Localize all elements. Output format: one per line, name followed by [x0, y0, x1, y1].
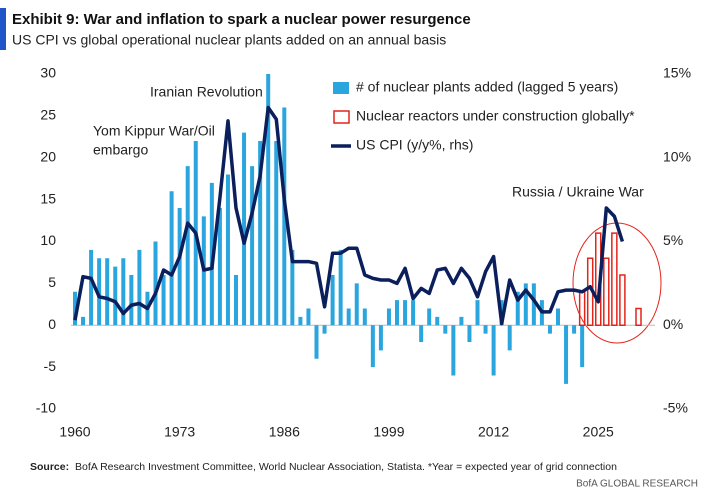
bar [443, 325, 448, 334]
bar [274, 141, 279, 326]
bar [169, 191, 174, 326]
bar [523, 283, 528, 326]
bar [515, 291, 520, 326]
annotation: Yom Kippur War/Oil [93, 123, 215, 139]
bar [564, 325, 569, 384]
bar [619, 274, 626, 326]
bar [427, 308, 432, 326]
bar [81, 316, 86, 326]
bar [282, 107, 287, 326]
bar [580, 325, 585, 368]
bar [234, 275, 238, 326]
chart-title: Exhibit 9: War and inflation to spark a … [12, 11, 471, 28]
y-tick-label: -5 [44, 358, 57, 374]
y-tick-label: 15 [40, 190, 56, 206]
bar [322, 325, 327, 334]
bar [467, 325, 472, 342]
legend-label: US CPI (y/y%, rhs) [356, 137, 473, 153]
y2-tick-label: 0% [663, 316, 683, 332]
bar [177, 208, 182, 326]
annotation: embargo [93, 142, 148, 158]
bar [290, 249, 295, 326]
y-tick-label: 10 [40, 232, 56, 248]
bar [225, 174, 230, 326]
bar [153, 241, 158, 326]
bar [298, 316, 303, 326]
annotation: Russia / Ukraine War [512, 184, 644, 200]
x-tick-label: 2012 [478, 424, 509, 440]
x-tick-label: 1960 [59, 424, 90, 440]
y2-tick-label: 5% [663, 232, 683, 248]
y2-tick-label: 10% [663, 148, 691, 164]
bar [403, 300, 408, 326]
bar [572, 325, 577, 334]
bar [411, 300, 416, 326]
title-bar [0, 8, 6, 50]
y2-tick-label: 15% [663, 65, 691, 81]
bar [330, 275, 335, 326]
bar [491, 325, 496, 376]
bar [395, 300, 399, 326]
y-tick-label: 5 [48, 274, 56, 290]
bar [242, 132, 247, 326]
legend-swatch [333, 82, 349, 94]
bar [603, 257, 610, 326]
bar [378, 325, 383, 351]
bar [137, 249, 142, 326]
bar [475, 300, 480, 326]
x-tick-label: 1986 [269, 424, 300, 440]
bar [346, 308, 351, 326]
bar [354, 283, 359, 326]
bar [370, 325, 375, 368]
x-tick-label: 1973 [164, 424, 195, 440]
bar [556, 308, 560, 326]
bar [386, 308, 391, 326]
chart-subtitle: US CPI vs global operational nuclear pla… [12, 32, 446, 48]
bar [266, 74, 271, 326]
bar [435, 316, 440, 326]
legend-swatch [333, 110, 350, 124]
source: BofA Research Investment Committee, Worl… [75, 461, 617, 473]
legend-label: Nuclear reactors under construction glob… [356, 108, 635, 124]
bar [129, 275, 134, 326]
bar [459, 316, 464, 326]
bar [419, 325, 424, 342]
y2-tick-label: -5% [663, 400, 688, 416]
source-label: Source: [30, 461, 69, 473]
bar [113, 266, 118, 326]
annotation: Iranian Revolution [150, 84, 263, 100]
bar [89, 249, 94, 326]
x-tick-label: 2025 [583, 424, 614, 440]
bar [531, 283, 536, 326]
bar [185, 166, 190, 326]
y-tick-label: 0 [48, 316, 56, 332]
y-tick-label: 20 [40, 148, 56, 164]
bar [97, 258, 102, 326]
bar [121, 258, 126, 326]
bar [105, 258, 110, 326]
bar [362, 308, 367, 326]
bar [338, 249, 343, 326]
bar [258, 141, 263, 326]
y-tick-label: 25 [40, 107, 56, 123]
x-tick-label: 1999 [373, 424, 404, 440]
bar [483, 325, 488, 334]
bar [306, 308, 311, 326]
bar [250, 166, 255, 326]
bar [451, 325, 456, 376]
bar [635, 307, 642, 326]
bar [73, 291, 77, 326]
y-tick-label: -10 [36, 400, 56, 416]
bar [547, 325, 552, 334]
y-tick-label: 30 [40, 65, 56, 81]
bar [161, 275, 166, 326]
legend-label: # of nuclear plants added (lagged 5 year… [356, 79, 618, 95]
footer: BofA GLOBAL RESEARCH [576, 479, 698, 490]
bar [314, 325, 319, 359]
bar [611, 232, 618, 326]
bar [217, 208, 222, 326]
bar [507, 325, 512, 351]
line [73, 105, 625, 326]
